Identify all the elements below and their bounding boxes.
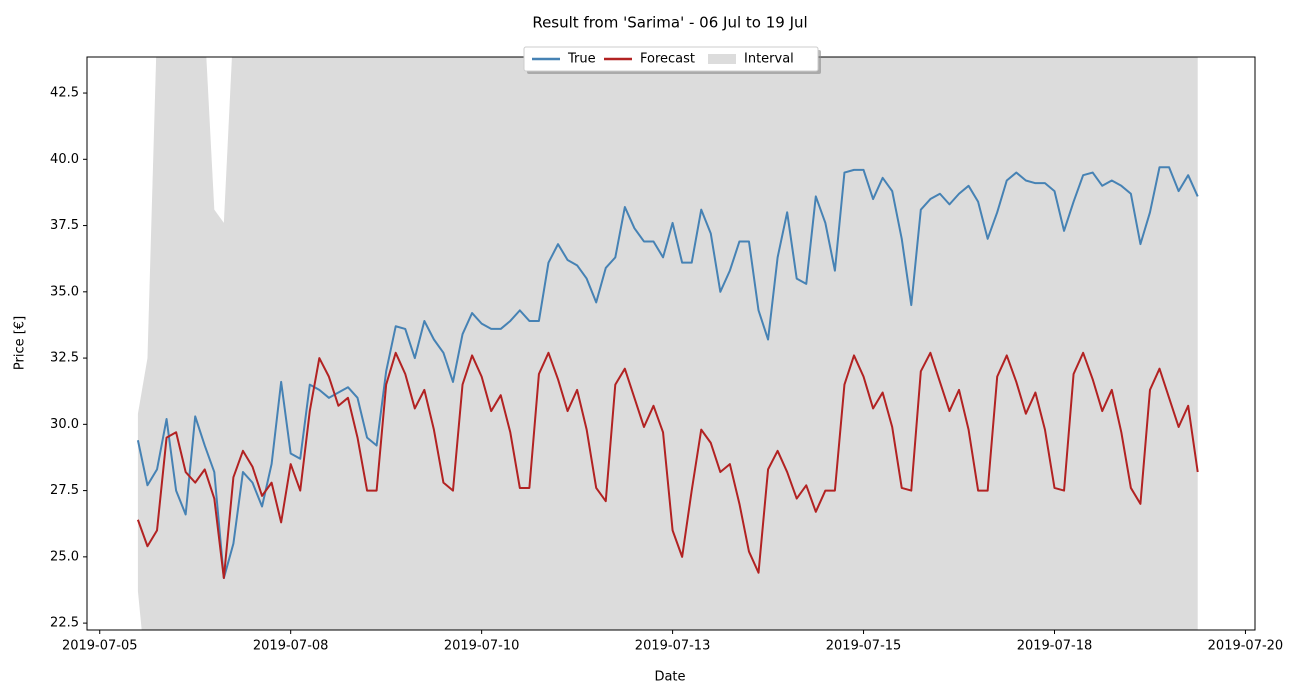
legend-box: [523, 46, 819, 72]
x-axis-label: Date: [654, 670, 685, 685]
plot-area: [136, 57, 1199, 630]
legend-patch: [708, 54, 736, 64]
y-axis-label: Price [€]: [13, 316, 28, 370]
x-tick-label: 2019-07-15: [826, 639, 902, 654]
x-tick-label: 2019-07-18: [1017, 639, 1093, 654]
x-tick-label: 2019-07-08: [253, 639, 329, 654]
y-tick-label: 42.5: [50, 86, 79, 101]
y-tick-label: 25.0: [50, 549, 79, 564]
y-tick-label: 22.5: [50, 616, 79, 631]
x-tick-label: 2019-07-13: [635, 639, 711, 654]
x-tick-label: 2019-07-10: [444, 639, 520, 654]
chart-title: Result from 'Sarima' - 06 Jul to 19 Jul: [532, 14, 807, 32]
legend-label: True: [567, 52, 596, 67]
legend-label: Interval: [744, 52, 794, 67]
legend-label: Forecast: [640, 52, 695, 67]
y-tick-label: 37.5: [50, 218, 79, 233]
y-tick-label: 40.0: [50, 152, 79, 167]
y-tick-label: 27.5: [50, 483, 79, 498]
y-tick-label: 30.0: [50, 417, 79, 432]
interval-band: [137, 57, 1198, 630]
legend: True Forecast Interval: [523, 46, 821, 74]
y-tick-label: 35.0: [50, 284, 79, 299]
y-tick-label: 32.5: [50, 351, 79, 366]
x-tick-label: 2019-07-05: [62, 639, 138, 654]
line-forecast: [136, 351, 1199, 580]
x-tick-label: 2019-07-20: [1208, 639, 1284, 654]
